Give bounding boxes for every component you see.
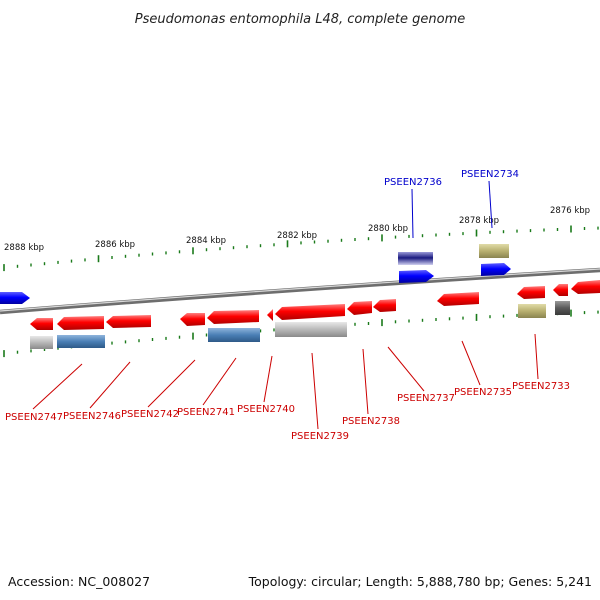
forward-gene-arrow[interactable] <box>481 263 511 276</box>
reverse-gene-arrow[interactable] <box>275 304 345 320</box>
gene-label-bottom[interactable]: PSEEN2733 <box>512 381 570 392</box>
reverse-gene-arrow[interactable] <box>106 315 151 328</box>
feature-block-steelblue[interactable] <box>208 328 260 342</box>
reverse-gene-arrow[interactable] <box>437 292 479 306</box>
gene-leader-line <box>147 359 196 408</box>
map-title: Pseudomonas entomophila L48, complete ge… <box>135 12 466 27</box>
reverse-gene-arrow[interactable] <box>571 280 600 294</box>
kbp-label: 2884 kbp <box>186 236 226 246</box>
gene-label-top[interactable]: PSEEN2734 <box>461 169 519 180</box>
kbp-label: 2876 kbp <box>550 206 590 216</box>
kbp-label: 2886 kbp <box>95 240 135 250</box>
gene-leader-line <box>32 363 83 410</box>
gene-leader-line <box>488 180 493 229</box>
gene-leader-line <box>534 333 539 380</box>
gene-label-bottom[interactable]: PSEEN2738 <box>342 416 400 427</box>
reverse-gene-arrow[interactable] <box>373 299 396 312</box>
gene-leader-line <box>362 348 369 415</box>
gene-label-bottom[interactable]: PSEEN2746 <box>63 411 121 422</box>
genome-backbone-highlight <box>0 268 600 312</box>
reverse-gene-arrow[interactable] <box>180 313 205 326</box>
gene-leader-line <box>263 355 273 403</box>
reverse-gene-arrow[interactable] <box>267 309 273 321</box>
kbp-label: 2888 kbp <box>4 243 44 253</box>
gene-leader-line <box>387 346 425 392</box>
gene-leader-line <box>89 361 131 409</box>
feature-block-steelblue[interactable] <box>57 335 105 348</box>
feature-block-olive[interactable] <box>518 304 546 318</box>
kbp-label: 2880 kbp <box>368 224 408 234</box>
reverse-gene-arrow[interactable] <box>517 286 545 299</box>
gene-label-bottom[interactable]: PSEEN2737 <box>397 393 455 404</box>
kbp-label: 2882 kbp <box>277 231 317 241</box>
reverse-gene-arrow[interactable] <box>207 310 259 324</box>
topology-text: Topology: circular; Length: 5,888,780 bp… <box>248 574 592 589</box>
gene-label-bottom[interactable]: PSEEN2742 <box>121 409 179 420</box>
reverse-gene-arrow[interactable] <box>57 316 104 330</box>
reverse-gene-arrow[interactable] <box>553 284 568 296</box>
gene-label-top[interactable]: PSEEN2736 <box>384 177 442 188</box>
gene-leader-line <box>311 352 319 430</box>
gene-label-bottom[interactable]: PSEEN2739 <box>291 431 349 442</box>
feature-block-grey[interactable] <box>275 322 347 337</box>
feature-block-grey[interactable] <box>30 336 53 349</box>
gene-label-bottom[interactable]: PSEEN2747 <box>5 412 63 423</box>
gene-leader-line <box>411 188 414 239</box>
feature-block-olive[interactable] <box>479 244 509 258</box>
accession-text: Accession: NC_008027 <box>8 574 150 589</box>
reverse-gene-arrow[interactable] <box>30 318 53 330</box>
gene-label-bottom[interactable]: PSEEN2740 <box>237 404 295 415</box>
gene-label-bottom[interactable]: PSEEN2735 <box>454 387 512 398</box>
feature-block-navy[interactable] <box>398 252 433 265</box>
gene-leader-line <box>202 357 237 406</box>
forward-gene-arrow[interactable] <box>0 292 30 304</box>
reverse-gene-arrow[interactable] <box>347 301 372 315</box>
top-scale-ticks <box>3 225 599 272</box>
forward-gene-arrow[interactable] <box>399 270 434 283</box>
feature-block-dark[interactable] <box>555 301 570 315</box>
gene-label-bottom[interactable]: PSEEN2741 <box>177 407 235 418</box>
kbp-label: 2878 kbp <box>459 216 499 226</box>
genome-backbone <box>0 267 600 315</box>
gene-leader-line <box>461 340 481 386</box>
